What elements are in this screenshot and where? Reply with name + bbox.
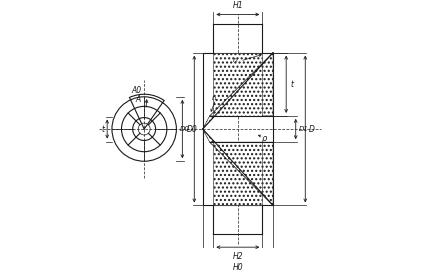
Text: D: D: [309, 125, 315, 134]
Text: D0: D0: [187, 125, 197, 134]
Text: r₂: r₂: [233, 57, 238, 63]
Text: A: A: [135, 95, 140, 104]
Polygon shape: [214, 142, 262, 205]
Text: D1: D1: [299, 126, 309, 132]
Text: H1: H1: [233, 1, 243, 10]
Text: t: t: [101, 125, 104, 134]
Text: D0: D0: [180, 126, 190, 132]
Bar: [203, 53, 273, 205]
Text: ρ: ρ: [262, 134, 268, 143]
Polygon shape: [214, 53, 262, 116]
Text: H2: H2: [233, 252, 243, 261]
Text: H0: H0: [233, 263, 243, 271]
Polygon shape: [203, 53, 273, 129]
Text: r₁: r₁: [212, 95, 217, 101]
Polygon shape: [203, 129, 273, 205]
Text: A0: A0: [132, 86, 142, 95]
Text: t: t: [290, 80, 293, 89]
